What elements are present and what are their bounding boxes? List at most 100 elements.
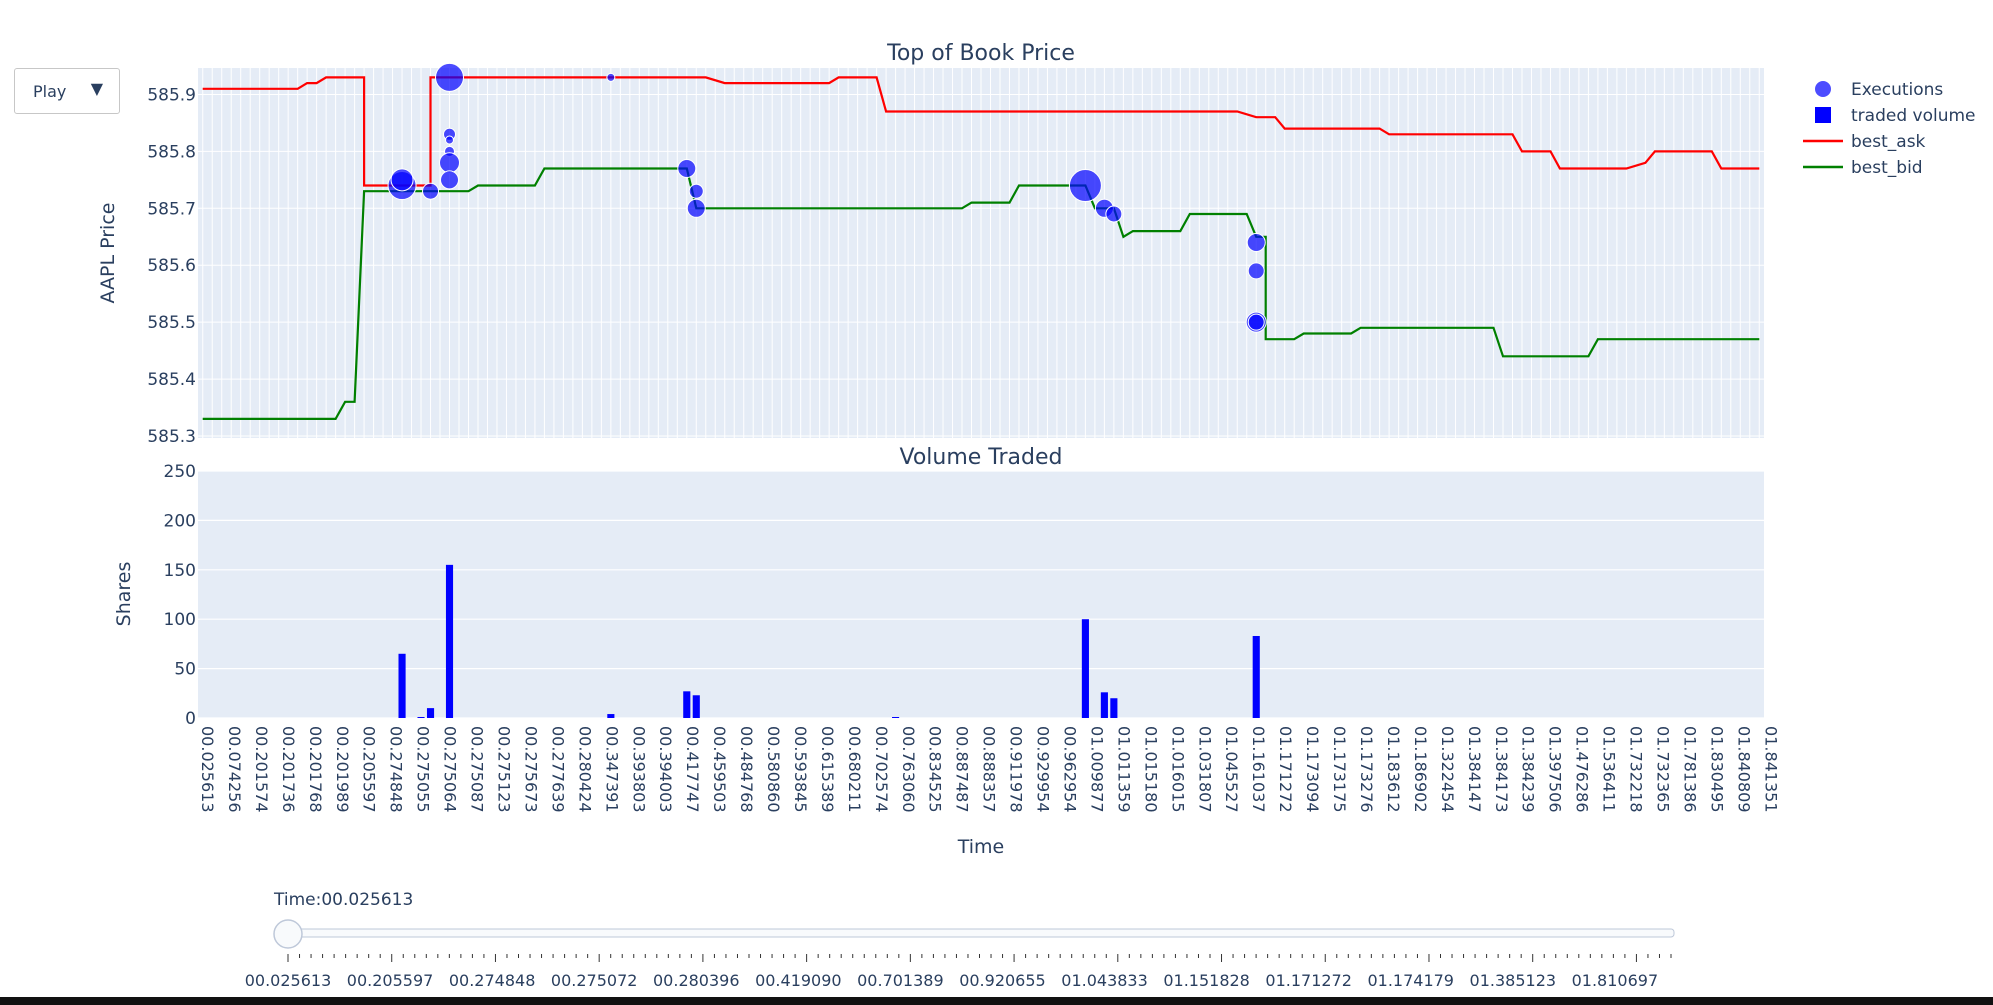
slider-tick-label: 00.920655	[959, 971, 1046, 990]
x-tick-label: 00.702574	[872, 726, 891, 813]
x-tick-label: 01.161037	[1249, 726, 1268, 813]
slider-tick-label: 00.275072	[551, 971, 638, 990]
x-tick-label: 00.275673	[521, 726, 540, 813]
x-tick-label: 01.397506	[1546, 726, 1565, 813]
x-tick-label: 00.201768	[306, 726, 325, 813]
execution-point	[440, 170, 460, 190]
volume-plot-area	[198, 471, 1764, 718]
legend-item-best-bid[interactable]: best_bid	[1803, 158, 1923, 178]
volume-chart-title: Volume Traded	[899, 445, 1062, 470]
execution-point	[445, 135, 455, 145]
slider-tick-label: 01.043833	[1061, 971, 1148, 990]
x-tick-label: 00.280424	[575, 726, 594, 813]
execution-point	[390, 168, 414, 192]
price-y-tick-label: 585.8	[147, 142, 196, 162]
x-tick-label: 01.322454	[1438, 726, 1457, 813]
x-tick-label: 01.841351	[1761, 726, 1780, 813]
volume-y-tick-label: 0	[185, 709, 196, 729]
price-y-tick-label: 585.6	[147, 256, 196, 276]
price-y-tick-label: 585.7	[147, 199, 196, 219]
slider-tick-label: 01.810697	[1572, 971, 1659, 990]
x-tick-label: 00.680211	[845, 726, 864, 813]
volume-y-tick-label: 200	[164, 511, 196, 531]
slider-prefix: Time:	[273, 890, 321, 910]
slider-tick-label: 00.419090	[755, 971, 842, 990]
legend-item-traded-volume[interactable]: traded volume	[1815, 106, 1976, 126]
x-tick-label: 01.384239	[1519, 726, 1538, 813]
volume-y-axis-label: Shares	[113, 562, 135, 627]
x-tick-label: 00.929954	[1034, 726, 1053, 813]
volume-y-tick-label: 150	[164, 561, 196, 581]
window-bottom-edge	[0, 997, 1993, 1005]
slider-tick-label: 01.171272	[1265, 971, 1352, 990]
x-tick-label: 01.031807	[1195, 726, 1214, 813]
execution-point	[422, 182, 440, 200]
x-tick-label: 01.384173	[1492, 726, 1511, 813]
x-tick-label: 00.888357	[980, 726, 999, 813]
legend-item-best-ask[interactable]: best_ask	[1803, 132, 1926, 152]
slider-tick-label: 00.701389	[857, 971, 944, 990]
x-tick-label: 00.274848	[387, 726, 406, 813]
volume-bar	[607, 714, 615, 718]
volume-bar	[1081, 619, 1089, 718]
legend-label-traded-volume: traded volume	[1851, 106, 1976, 126]
volume-bar	[1110, 698, 1118, 718]
volume-y-gridlines	[198, 470, 1764, 719]
x-tick-label: 01.183612	[1384, 726, 1403, 813]
execution-point	[1247, 313, 1265, 331]
execution-point	[686, 198, 706, 218]
volume-x-tick-labels: 00.025613 00.074256 00.201574 00.201736 00.2…	[198, 726, 1780, 813]
price-panel: 585.3 585.4 585.5 585.6 585.7 585.8 585.9 Top …	[97, 41, 1764, 447]
volume-bar	[692, 695, 700, 718]
x-tick-label: 01.384147	[1465, 726, 1484, 813]
x-tick-label: 00.205597	[360, 726, 379, 813]
price-y-tick-label: 585.9	[147, 85, 196, 105]
chevron-down-icon: ▼	[90, 79, 103, 98]
legend: Executions traded volume best_ask best_b…	[1803, 80, 1976, 178]
x-tick-label: 00.347391	[602, 726, 621, 813]
x-tick-label: 01.015180	[1141, 726, 1160, 813]
legend-label-best-bid: best_bid	[1851, 158, 1923, 178]
slider-handle[interactable]	[273, 919, 303, 949]
slider-current-value: 00.025613	[321, 890, 413, 910]
x-tick-label: 01.045527	[1222, 726, 1241, 813]
slider-current-label: Time:00.025613	[273, 890, 413, 910]
x-tick-label: 00.834525	[926, 726, 945, 813]
slider-rail[interactable]	[275, 928, 1675, 938]
execution-point	[439, 152, 461, 174]
time-slider[interactable]: Time:00.025613 00.025613 00.205597 00.2748…	[245, 890, 1675, 990]
x-tick-label: 01.536411	[1600, 726, 1619, 813]
slider-tick-label: 01.385123	[1470, 971, 1557, 990]
x-tick-label: 00.275055	[414, 726, 433, 813]
x-tick-label: 00.394003	[656, 726, 675, 813]
volume-y-tick-label: 100	[164, 610, 196, 630]
execution-point	[1105, 205, 1123, 223]
slider-tick-labels: 00.025613 00.205597 00.274848 00.275072 00.2…	[245, 971, 1658, 990]
x-tick-label: 00.074256	[225, 726, 244, 813]
x-tick-label: 01.476286	[1573, 726, 1592, 813]
volume-y-tick-label: 50	[174, 660, 196, 680]
volume-y-tick-labels: 0 50 100 150 200 250	[164, 462, 196, 729]
slider-tick-label: 00.280396	[653, 971, 740, 990]
x-tick-label: 00.580860	[764, 726, 783, 813]
series-line-best-ask	[202, 76, 1760, 187]
x-tick-label: 00.459503	[710, 726, 729, 813]
play-button[interactable]: Play ▼	[14, 68, 120, 114]
x-tick-label: 00.201989	[333, 726, 352, 813]
x-tick-label: 00.962954	[1061, 726, 1080, 813]
x-tick-label: 00.484768	[737, 726, 756, 813]
x-tick-label: 01.173276	[1357, 726, 1376, 813]
x-tick-label: 01.016015	[1168, 726, 1187, 813]
legend-item-executions[interactable]: Executions	[1815, 80, 1943, 100]
x-tick-label: 00.025613	[198, 726, 217, 813]
slider-tick-label: 00.274848	[449, 971, 536, 990]
volume-bars	[398, 564, 1260, 718]
volume-panel: 0 50 100 150 200 250 00.025613 00.074256 00.201…	[113, 445, 1780, 858]
executions-markers	[387, 62, 1267, 333]
x-tick-label: 01.781386	[1680, 726, 1699, 813]
legend-marker-traded-volume	[1815, 107, 1831, 123]
volume-bar	[892, 717, 900, 718]
volume-bar	[417, 717, 425, 718]
x-tick-label: 00.201574	[252, 726, 271, 813]
